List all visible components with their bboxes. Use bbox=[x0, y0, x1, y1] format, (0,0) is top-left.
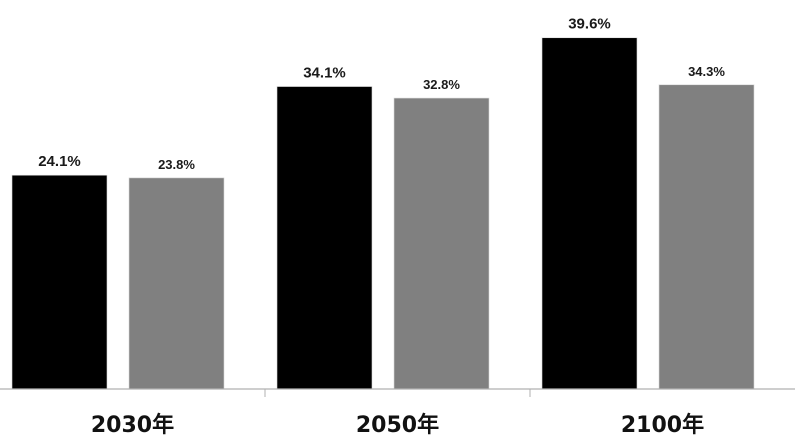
x-tick-label-2: 2100年 bbox=[621, 412, 704, 438]
data-label-series-2-2: 34.3% bbox=[688, 64, 725, 79]
data-label-series-2-1: 32.8% bbox=[423, 77, 460, 92]
bar-series-1-0 bbox=[11, 174, 108, 390]
bar-series-1-2 bbox=[541, 37, 638, 390]
bar-series-1-1 bbox=[276, 86, 373, 390]
data-label-series-1-2: 39.6% bbox=[568, 16, 611, 33]
bar-series-2-1 bbox=[393, 97, 490, 390]
data-label-series-1-1: 34.1% bbox=[303, 65, 346, 82]
x-tick-label-0: 2030年 bbox=[91, 412, 174, 438]
bar-series-2-0 bbox=[128, 177, 225, 390]
x-tick-label-1: 2050年 bbox=[356, 412, 439, 438]
data-label-series-2-0: 23.8% bbox=[158, 157, 195, 172]
bar-series-2-2 bbox=[658, 84, 755, 390]
data-label-series-1-0: 24.1% bbox=[38, 153, 81, 170]
